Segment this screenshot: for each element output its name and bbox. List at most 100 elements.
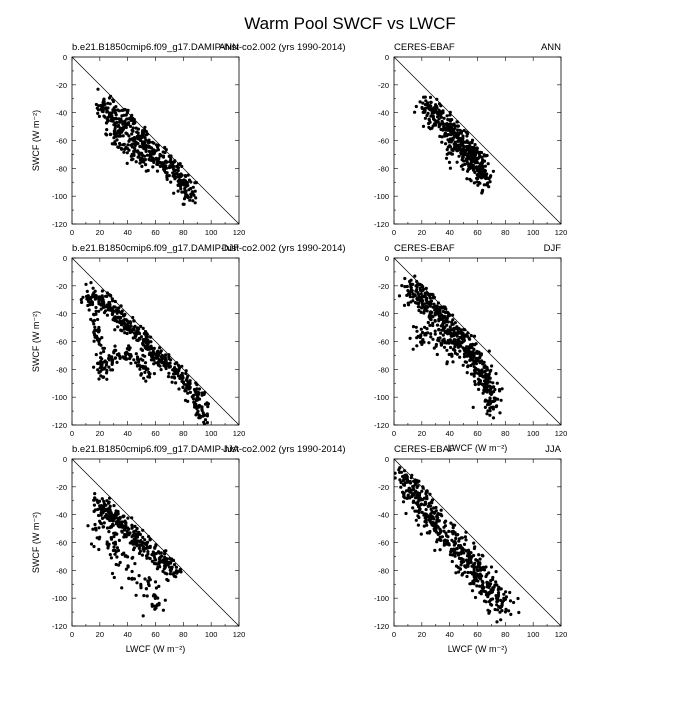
scatter-point (479, 577, 483, 581)
scatter-point (485, 412, 489, 416)
scatter-point (465, 134, 469, 138)
scatter-point (408, 479, 412, 484)
scatter-point (459, 131, 463, 135)
scatter-point (461, 149, 465, 153)
scatter-point (463, 162, 467, 166)
scatter-point (160, 358, 164, 362)
scatter-point (449, 133, 453, 137)
scatter-point (446, 314, 450, 318)
scatter-point (170, 380, 174, 384)
scatter-point (498, 389, 502, 393)
scatter-point (401, 500, 406, 504)
scatter-point (127, 139, 131, 143)
scatter-point (443, 330, 447, 335)
scatter-point (127, 344, 131, 348)
scatter-point (484, 565, 488, 569)
scatter-point (423, 333, 427, 337)
scatter-point (126, 108, 130, 112)
scatter-point (114, 348, 118, 352)
scatter-point (468, 177, 472, 181)
y-tick-label: -40 (378, 511, 389, 520)
scatter-point (154, 558, 158, 562)
scatter-point (418, 100, 422, 104)
scatter-point (115, 138, 119, 142)
y-tick-label: -20 (378, 483, 389, 492)
figure-title: Warm Pool SWCF vs LWCF (244, 14, 456, 33)
scatter-point (417, 305, 421, 309)
scatter-point (106, 115, 110, 119)
scatter-point (110, 368, 115, 372)
scatter-point (121, 126, 125, 130)
scatter-point (81, 295, 85, 299)
scatter-point (85, 297, 89, 301)
scatter-point (494, 570, 498, 574)
scatter-point (122, 108, 126, 112)
scatter-point (95, 336, 99, 340)
scatter-point (100, 516, 105, 521)
scatter-point (104, 305, 108, 309)
scatter-point (197, 391, 201, 395)
scatter-point (458, 137, 462, 141)
scatter-point (420, 489, 424, 493)
scatter-point (111, 309, 115, 313)
scatter-point (167, 174, 171, 178)
scatter-point (169, 154, 173, 158)
scatter-point (461, 339, 466, 343)
scatter-point (100, 497, 104, 501)
scatter-point (479, 369, 483, 374)
scatter-point (100, 336, 104, 340)
scatter-point (478, 574, 482, 579)
scatter-point (94, 353, 98, 357)
scatter-point (499, 598, 503, 603)
y-axis-label: SWCF (W m⁻²) (31, 110, 41, 171)
scatter-point (138, 145, 142, 149)
scatter-point (489, 598, 493, 602)
scatter-point (92, 339, 96, 343)
scatter-point (155, 160, 159, 164)
scatter-point (131, 157, 135, 161)
scatter-point (487, 349, 491, 353)
scatter-point (110, 361, 114, 365)
scatter-point (133, 562, 137, 566)
scatter-point (431, 337, 435, 341)
scatter-point (467, 336, 471, 340)
scatter-point (451, 322, 455, 326)
y-tick-label: -100 (52, 192, 67, 201)
scatter-point (438, 336, 442, 340)
scatter-point (424, 507, 428, 512)
scatter-point (182, 183, 186, 187)
scatter-point (105, 499, 109, 503)
scatter-point (91, 527, 95, 531)
scatter-point (443, 134, 447, 138)
scatter-point (403, 285, 407, 289)
scatter-point (466, 354, 470, 358)
scatter-point (117, 563, 121, 567)
y-tick-label: 0 (385, 53, 389, 62)
scatter-point (461, 167, 465, 171)
scatter-point (445, 362, 449, 366)
scatter-point (451, 148, 455, 153)
scatter-point (455, 120, 459, 124)
scatter-point (478, 566, 482, 570)
scatter-point (448, 119, 452, 123)
scatter-point (144, 144, 148, 148)
scatter-point (152, 372, 156, 376)
scatter-point (457, 154, 461, 158)
scatter-point (408, 489, 412, 493)
scatter-point (484, 174, 488, 178)
panel-left-title: CERES-EBAF (394, 444, 455, 455)
scatter-point (453, 345, 457, 349)
scatter-point (402, 483, 407, 487)
scatter-point (461, 141, 465, 145)
scatter-point (453, 140, 457, 144)
scatter-point (410, 494, 414, 498)
scatter-point (470, 589, 475, 593)
x-tick-label: 120 (555, 630, 568, 639)
scatter-point (447, 352, 451, 357)
scatter-point (93, 328, 97, 332)
x-tick-label: 0 (392, 429, 396, 438)
scatter-point (106, 501, 111, 505)
scatter-point (483, 164, 487, 168)
scatter-point (411, 325, 416, 329)
scatter-point (164, 353, 168, 357)
